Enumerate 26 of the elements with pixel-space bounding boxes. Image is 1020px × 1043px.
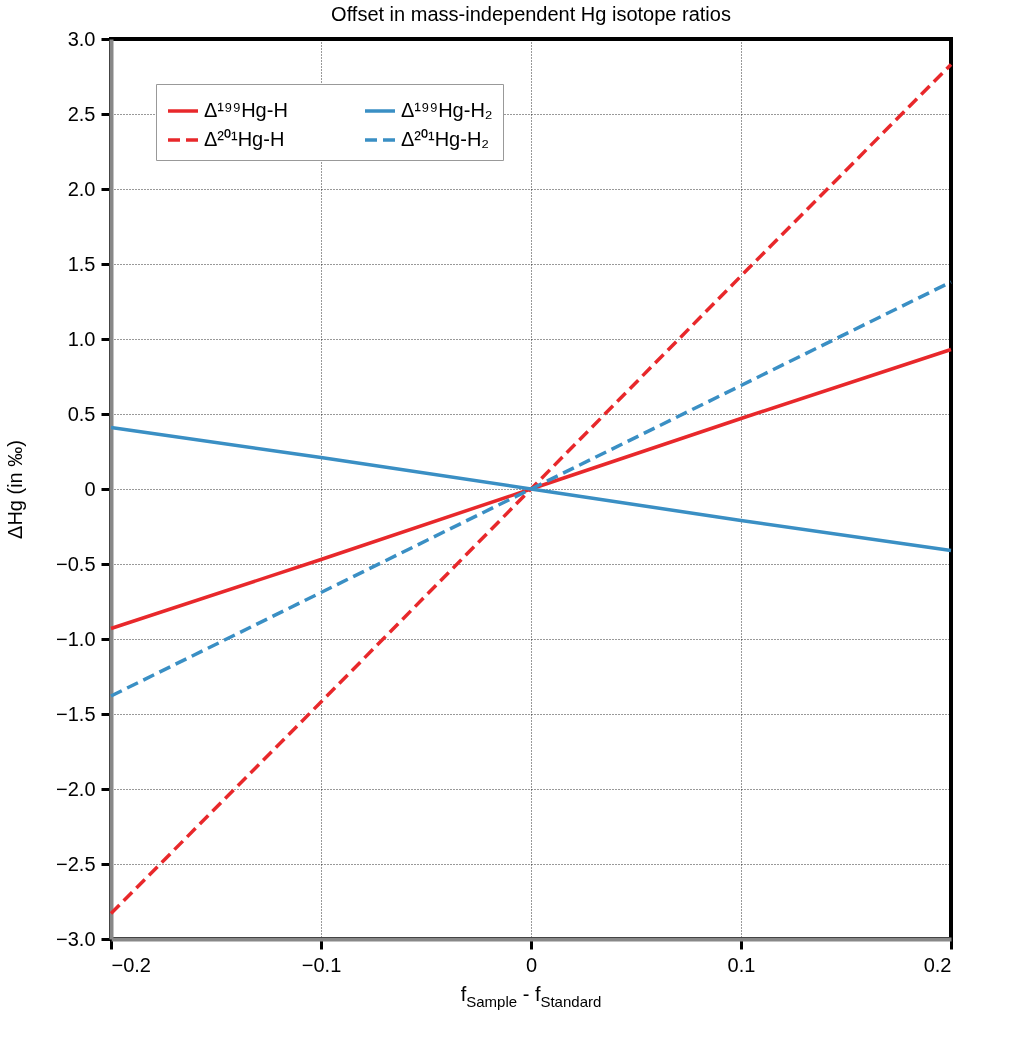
y-tick-label: 0 (84, 477, 96, 500)
x-tick-label: −0.1 (301, 953, 342, 976)
y-tick-label: −3.0 (56, 927, 96, 950)
y-tick-label: −1.5 (56, 702, 96, 725)
y-tick-label: 0.5 (67, 402, 96, 425)
y-tick-label: −2.5 (56, 852, 96, 875)
y-tick-label: 2.0 (67, 177, 96, 200)
y-tick-label: −1.0 (56, 627, 96, 650)
legend-label: Δ¹⁹⁹Hg-H₂ (401, 99, 493, 121)
x-tick-label: −0.2 (111, 953, 151, 976)
y-axis-title: ΔHg (in ‰) (4, 440, 27, 539)
y-tick-label: −0.5 (56, 552, 96, 575)
x-tick-label: 0 (525, 953, 538, 976)
y-tick-label: −2.0 (56, 777, 96, 800)
chart-title: Offset in mass-independent Hg isotope ratios (331, 3, 731, 25)
x-tick-label: 0.2 (923, 953, 952, 976)
line-series (109, 280, 953, 698)
y-tick-label: 2.5 (67, 102, 96, 125)
x-tick-label: 0.1 (727, 953, 756, 976)
legend-label: Δ¹⁹⁹Hg-H (204, 99, 288, 121)
y-tick-label: 3.0 (67, 27, 96, 50)
y-tick-label: 1.5 (67, 252, 96, 275)
legend-label: Δ²⁰¹Hg-H₂ (401, 128, 490, 150)
line-series (109, 62, 953, 916)
y-tick-label: 1.0 (67, 327, 96, 350)
legend-label: Δ²⁰¹Hg-H (204, 128, 285, 150)
